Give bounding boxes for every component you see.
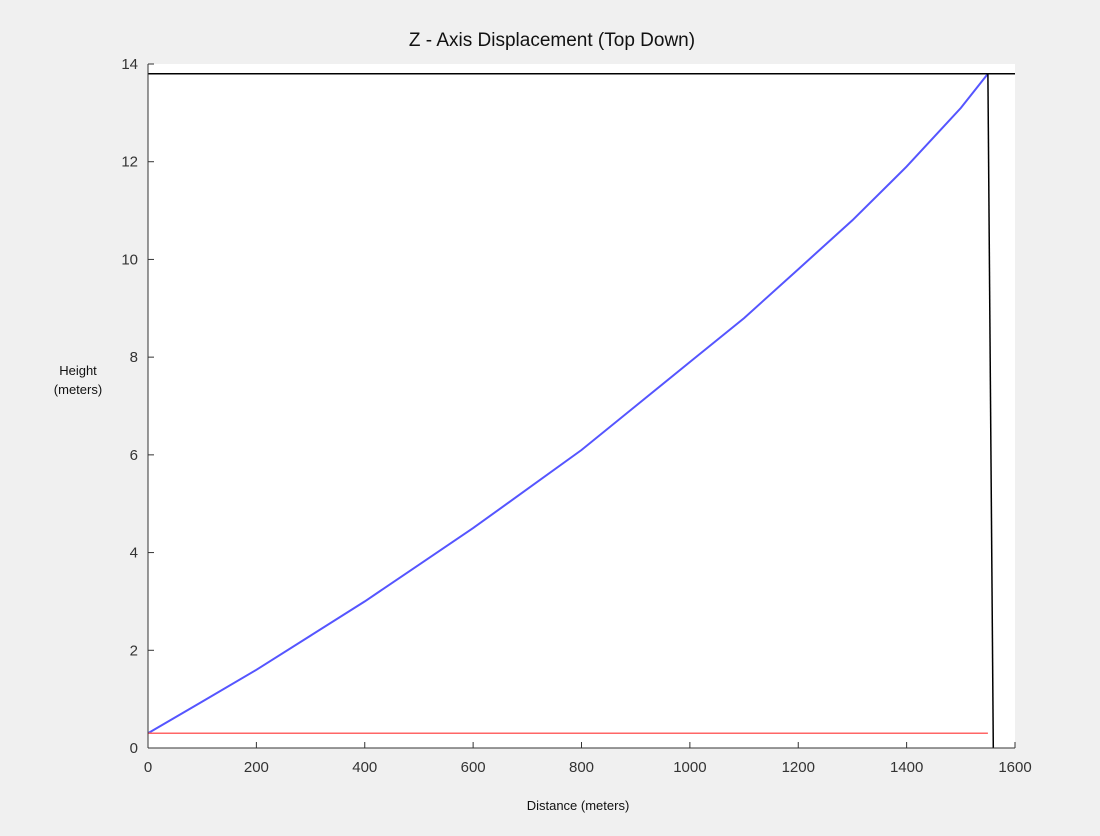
y-tick-label: 8 <box>130 349 138 366</box>
x-tick-label: 1000 <box>673 759 706 776</box>
chart-title: Z - Axis Displacement (Top Down) <box>409 30 695 51</box>
y-tick-label: 14 <box>121 56 138 73</box>
y-tick-label: 0 <box>130 740 138 757</box>
series-line-0 <box>147 73 989 735</box>
y-axis-label-line-2: (meters) <box>54 382 102 397</box>
y-tick-label: 2 <box>130 642 138 659</box>
x-tick-label: 1200 <box>782 759 815 776</box>
y-axis-label-line-1: Height <box>59 363 97 378</box>
series-layer <box>147 73 1015 749</box>
x-tick-label: 1600 <box>998 759 1031 776</box>
x-ticks: 0 200 400 600 800 1000 1200 1400 1600 <box>144 742 1032 776</box>
x-tick-label: 600 <box>461 759 486 776</box>
x-tick-label: 400 <box>352 759 377 776</box>
x-tick-label: 800 <box>569 759 594 776</box>
series-line-3 <box>987 73 995 749</box>
x-tick-label: 1400 <box>890 759 923 776</box>
y-ticks: 0 2 4 6 8 10 12 14 <box>121 56 154 757</box>
y-tick-label: 6 <box>130 447 138 464</box>
plot-area <box>148 64 1015 748</box>
y-tick-label: 12 <box>121 154 138 171</box>
x-axis-label: Distance (meters) <box>527 798 630 813</box>
y-tick-label: 10 <box>121 251 138 268</box>
y-tick-label: 4 <box>130 545 138 562</box>
x-tick-label: 0 <box>144 759 152 776</box>
x-tick-label: 200 <box>244 759 269 776</box>
